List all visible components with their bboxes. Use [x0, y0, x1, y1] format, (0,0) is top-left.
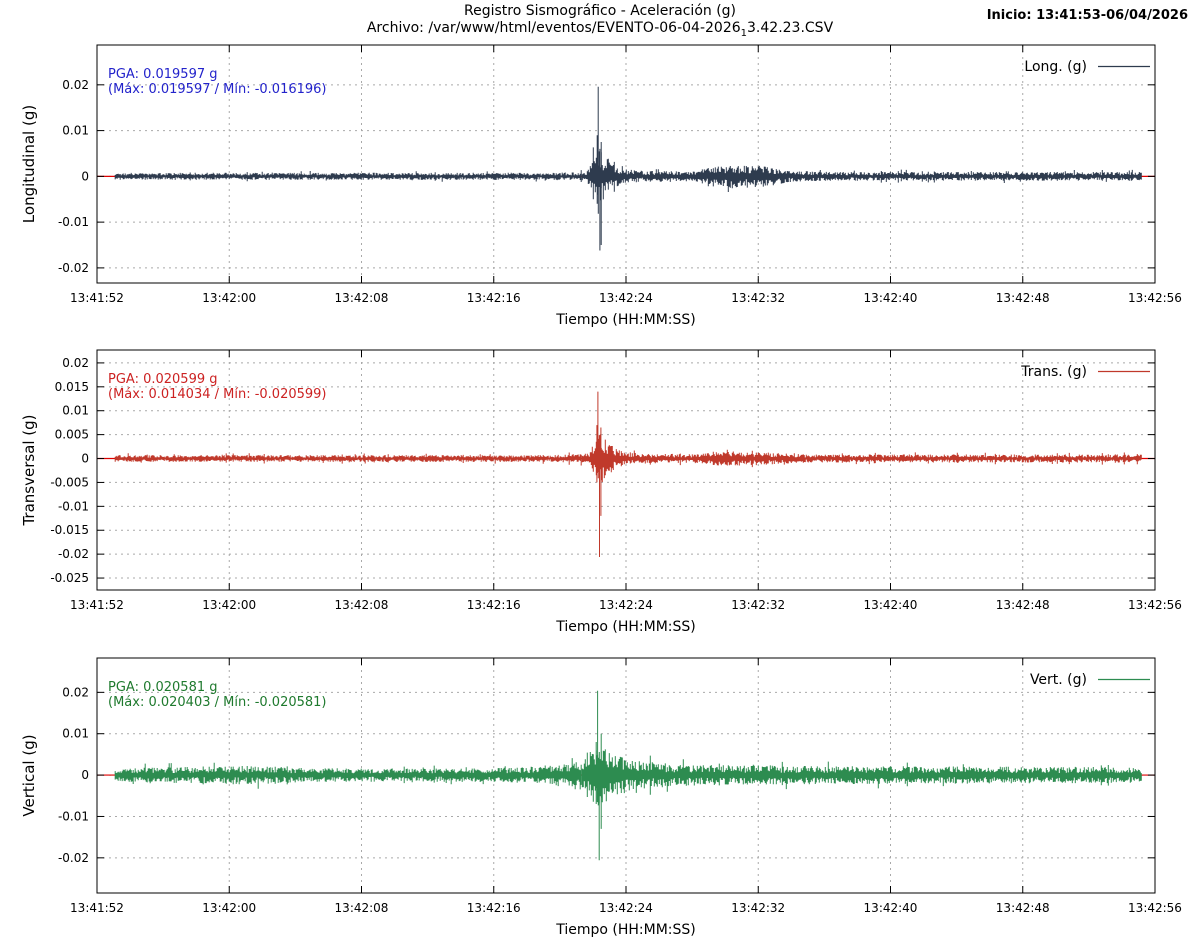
file-prefix: Archivo: /var/www/html/eventos/EVENTO-06…	[366, 20, 741, 36]
x-tick-label: 13:42:00	[202, 901, 256, 915]
x-tick-label: 13:42:16	[467, 901, 521, 915]
file-subtitle: Archivo: /var/www/html/eventos/EVENTO-06…	[0, 20, 1200, 39]
y-tick-label: -0.005	[50, 475, 89, 489]
y-axis-label: Vertical (g)	[20, 734, 38, 816]
pga-range-annotation: (Máx: 0.020403 / Mín: -0.020581)	[108, 695, 327, 710]
pga-annotation: PGA: 0.019597 g	[108, 67, 218, 82]
y-tick-label: 0.005	[55, 428, 89, 442]
pga-annotation: PGA: 0.020581 g	[108, 680, 218, 695]
file-suffix: 3.42.23.CSV	[747, 20, 834, 36]
x-tick-label: 13:42:00	[202, 598, 256, 612]
y-tick-label: 0	[81, 452, 89, 466]
x-tick-label: 13:42:40	[864, 901, 918, 915]
pga-annotation: PGA: 0.020599 g	[108, 372, 218, 387]
y-tick-label: 0	[81, 169, 89, 183]
x-tick-label: 13:42:24	[599, 901, 653, 915]
x-tick-label: 13:42:40	[864, 291, 918, 305]
y-tick-label: 0	[81, 768, 89, 782]
y-tick-label: -0.025	[50, 571, 89, 585]
x-tick-label: 13:41:52	[70, 291, 124, 305]
x-tick-label: 13:41:52	[70, 598, 124, 612]
y-tick-label: -0.02	[58, 261, 89, 275]
vertical-trace	[114, 690, 1142, 861]
x-tick-label: 13:42:24	[599, 598, 653, 612]
longitudinal-trace	[114, 86, 1142, 251]
x-tick-label: 13:42:48	[996, 901, 1050, 915]
y-tick-label: 0.01	[62, 124, 89, 138]
x-tick-label: 13:42:16	[467, 291, 521, 305]
x-tick-label: 13:42:56	[1128, 598, 1182, 612]
transversal-trace	[114, 391, 1142, 557]
x-tick-label: 13:42:48	[996, 598, 1050, 612]
x-tick-label: 13:41:52	[70, 901, 124, 915]
y-tick-label: 0.01	[62, 404, 89, 418]
x-tick-label: 13:42:40	[864, 598, 918, 612]
y-tick-label: 0.01	[62, 727, 89, 741]
x-tick-label: 13:42:00	[202, 291, 256, 305]
plot-border	[96, 44, 1156, 284]
pga-range-annotation: (Máx: 0.019597 / Mín: -0.016196)	[108, 82, 327, 97]
y-tick-label: 0.02	[62, 685, 89, 699]
x-tick-label: 13:42:24	[599, 291, 653, 305]
x-tick-label: 13:42:08	[335, 291, 389, 305]
x-tick-label: 13:42:08	[335, 598, 389, 612]
y-tick-label: -0.015	[50, 523, 89, 537]
x-axis-label: Tiempo (HH:MM:SS)	[555, 619, 696, 635]
x-tick-label: 13:42:48	[996, 291, 1050, 305]
pga-range-annotation: (Máx: 0.014034 / Mín: -0.020599)	[108, 387, 327, 402]
y-tick-label: -0.01	[58, 809, 89, 823]
x-tick-label: 13:42:56	[1128, 291, 1182, 305]
x-tick-label: 13:42:56	[1128, 901, 1182, 915]
x-axis-label: Tiempo (HH:MM:SS)	[555, 312, 696, 328]
y-tick-label: -0.02	[58, 851, 89, 865]
legend-label: Vert. (g)	[1030, 672, 1087, 688]
vertical-plot: 13:41:52 13:42:00 13:42:08 13:42:16 13:42:24…	[20, 657, 1182, 938]
x-tick-label: 13:42:32	[731, 901, 785, 915]
y-tick-label: -0.02	[58, 547, 89, 561]
page-title: Registro Sismográfico - Aceleración (g)	[463, 3, 737, 19]
x-axis-label: Tiempo (HH:MM:SS)	[555, 922, 696, 938]
y-tick-label: 0.02	[62, 78, 89, 92]
y-axis-label: Longitudinal (g)	[20, 105, 38, 223]
transversal-plot: 13:41:52 13:42:00 13:42:08 13:42:16 13:42:24…	[20, 349, 1182, 635]
x-tick-label: 13:42:32	[731, 291, 785, 305]
x-tick-label: 13:42:08	[335, 901, 389, 915]
x-tick-label: 13:42:32	[731, 598, 785, 612]
y-axis-label: Transversal (g)	[20, 414, 38, 526]
y-tick-label: 0.015	[55, 380, 89, 394]
start-time-label: Inicio: 13:41:53-06/04/2026	[986, 8, 1188, 23]
x-tick-label: 13:42:16	[467, 598, 521, 612]
legend-label: Long. (g)	[1024, 59, 1087, 75]
longitudinal-plot: 13:41:52 13:42:00 13:42:08 13:42:16 13:42:24…	[20, 44, 1182, 328]
legend-label: Trans. (g)	[1020, 364, 1087, 380]
y-tick-label: -0.01	[58, 215, 89, 229]
y-tick-label: 0.02	[62, 356, 89, 370]
file-subscript: 1	[740, 27, 748, 39]
y-tick-label: -0.01	[58, 499, 89, 513]
